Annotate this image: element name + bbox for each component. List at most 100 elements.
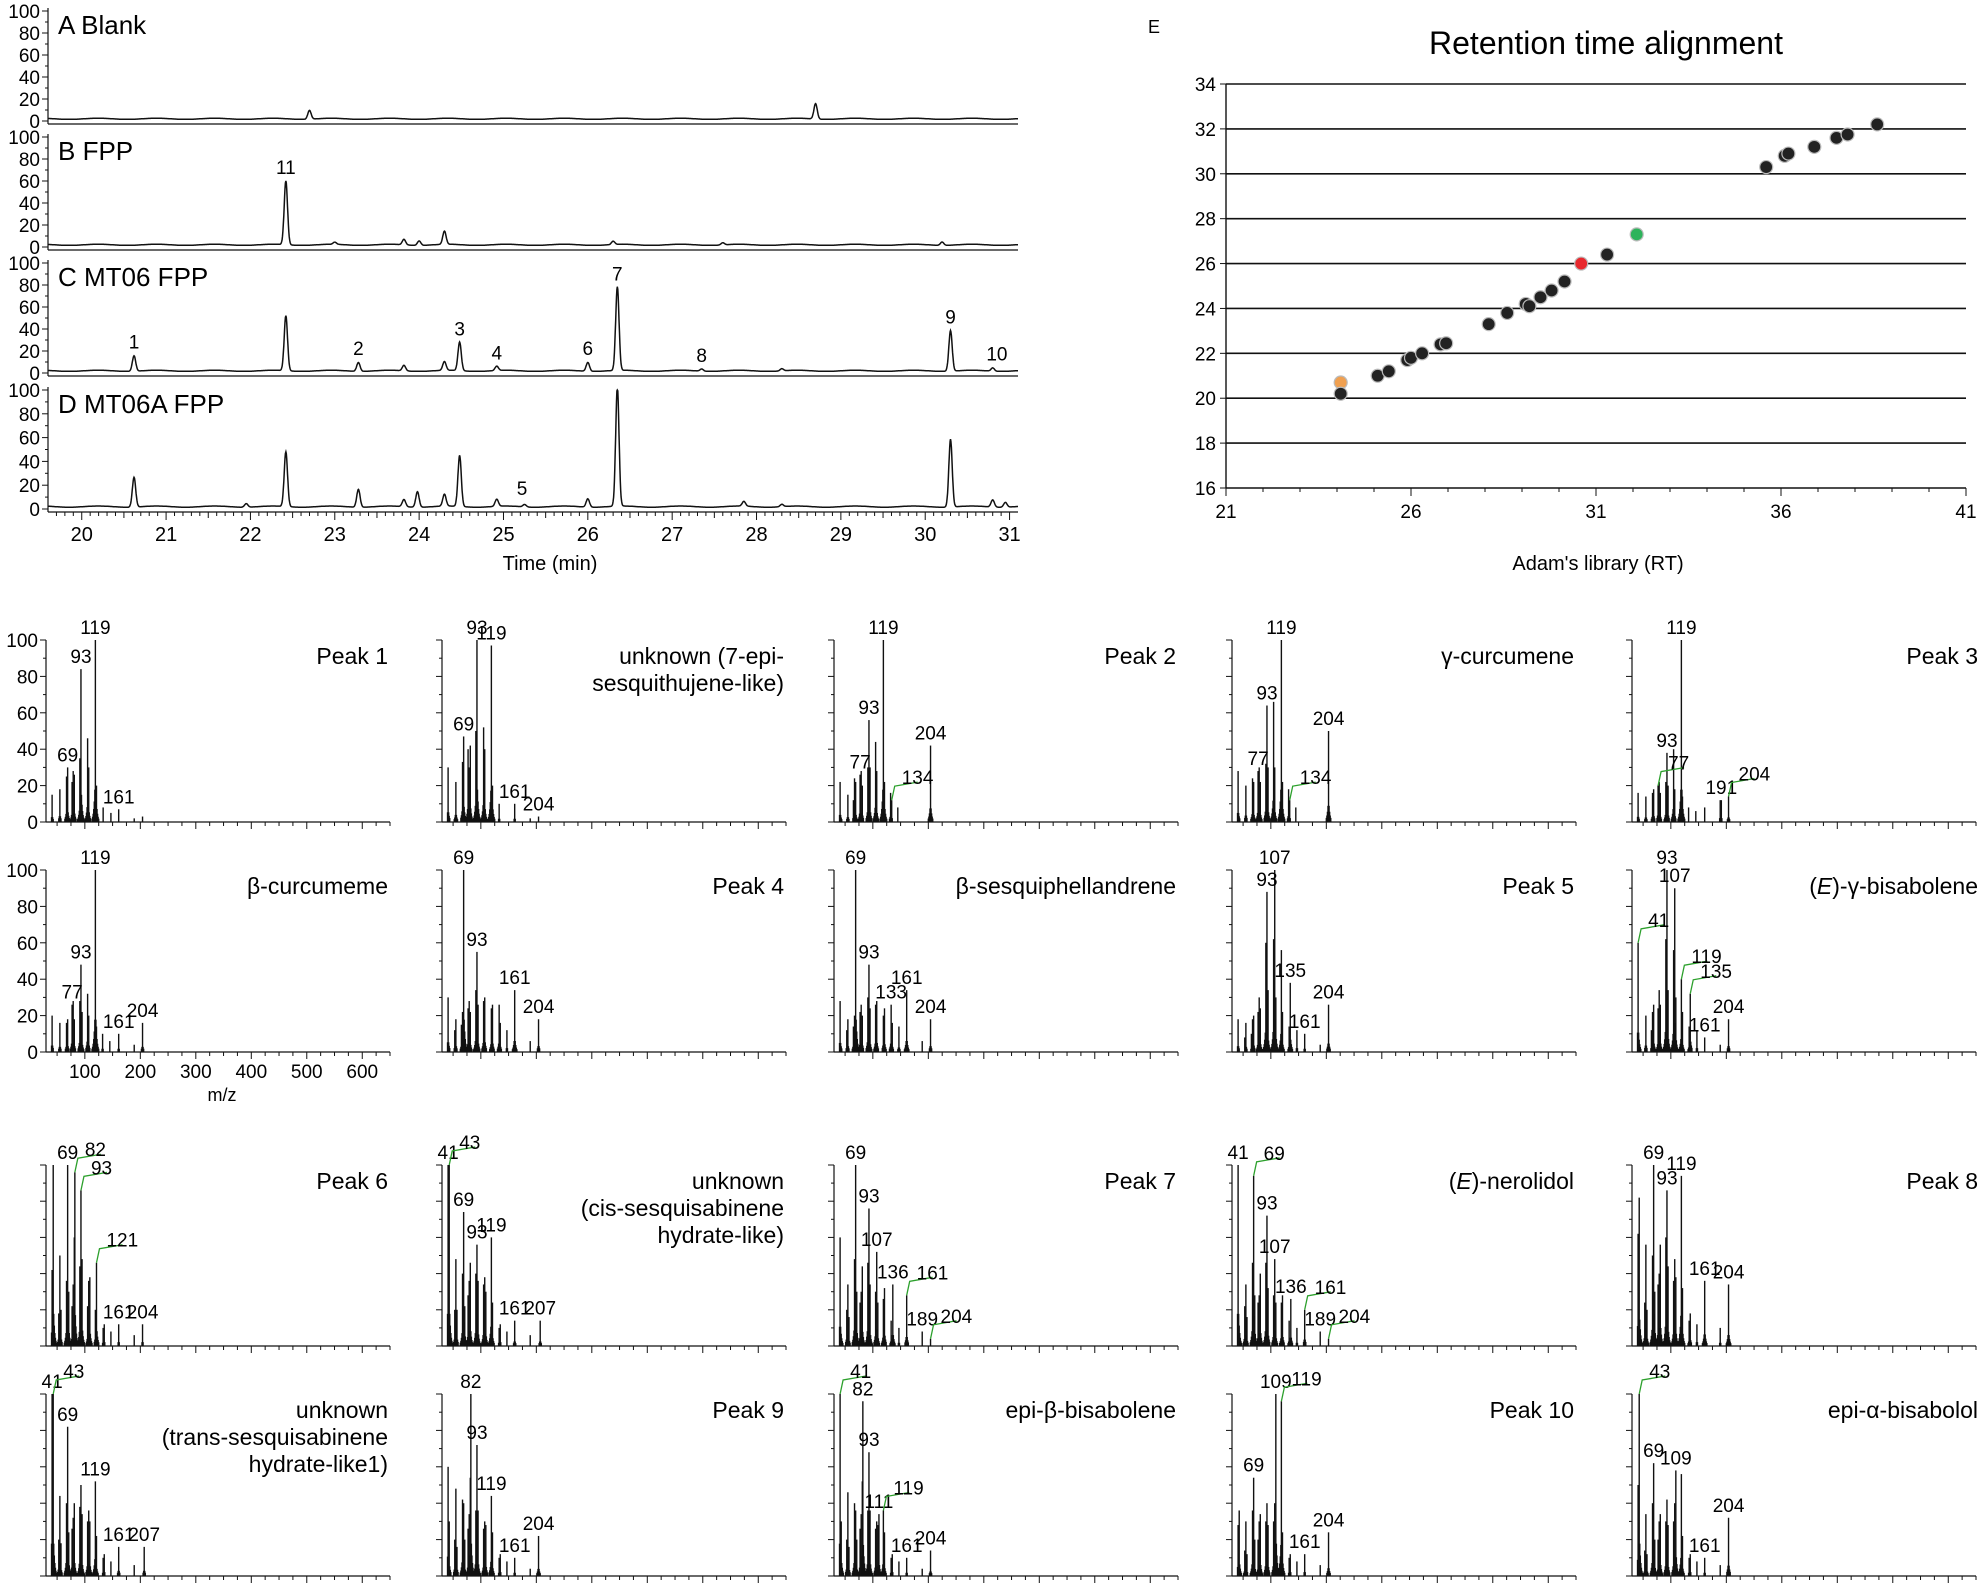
y-tick-label: 16 — [1195, 479, 1216, 500]
y-tick-label: 18 — [1195, 434, 1216, 455]
label-leader — [74, 1153, 101, 1173]
peak-mz-label: 69 — [57, 745, 78, 766]
y-tick-label: 20 — [19, 216, 40, 237]
spectrum-title: Peak 8 — [1906, 1168, 1978, 1194]
y-tick-label: 0 — [29, 364, 40, 385]
label-leader — [448, 1146, 476, 1166]
peak-number: 10 — [986, 345, 1007, 366]
label-leader — [52, 1375, 80, 1395]
data-point — [1533, 290, 1548, 305]
peak-number: 5 — [517, 479, 528, 500]
peak-mz-label: 161 — [103, 1525, 135, 1546]
y-tick-label: 20 — [17, 777, 38, 798]
spectrum-title: Peak 5 — [1502, 873, 1574, 899]
y-tick-label: 100 — [8, 128, 40, 149]
peak-mz-label: 161 — [891, 1536, 923, 1557]
scatter-x-axis-label: Adam's library (RT) — [1512, 553, 1683, 575]
label-leader — [1680, 960, 1708, 980]
peak-mz-label: 161 — [103, 1302, 135, 1323]
peak-mz-label: 82 — [85, 1140, 106, 1161]
mass-spectrum-x-axis-label: m/z — [208, 1085, 237, 1105]
peak-mz-label: 161 — [103, 787, 135, 808]
y-tick-label: 0 — [27, 813, 38, 834]
x-tick-label: 21 — [1215, 502, 1236, 523]
peak-mz-label: 93 — [466, 1223, 487, 1244]
y-tick-label: 20 — [19, 342, 40, 363]
peak-mz-label: 204 — [1313, 709, 1345, 730]
x-tick-label: 400 — [235, 1062, 267, 1083]
peak-mz-label: 93 — [1656, 731, 1677, 752]
peak-mz-label: 161 — [103, 1012, 135, 1033]
y-tick-label: 60 — [19, 172, 40, 193]
y-tick-label: 0 — [29, 112, 40, 133]
y-tick-label: 80 — [19, 405, 40, 426]
x-tick-label: 500 — [291, 1062, 323, 1083]
x-tick-label: 31 — [1585, 502, 1606, 523]
label-leader — [1304, 1291, 1331, 1310]
data-point — [1522, 299, 1537, 314]
peak-mz-label: 107 — [1259, 1237, 1291, 1258]
peak-mz-label: 93 — [858, 1186, 879, 1207]
peak-mz-label: 119 — [1666, 618, 1696, 639]
peak-number: 11 — [276, 158, 296, 179]
data-point — [1781, 146, 1796, 161]
peak-mz-label: 69 — [845, 848, 866, 869]
peak-mz-label: 109 — [1660, 1448, 1692, 1469]
data-point — [1840, 127, 1855, 142]
y-tick-label: 40 — [19, 68, 40, 89]
peak-mz-label: 93 — [858, 698, 879, 719]
label-leader — [882, 1491, 910, 1511]
peak-mz-label: 207 — [524, 1299, 556, 1320]
mass-spectrum: 69 93 107 136 161 189 204 Peak 7 — [828, 1143, 1179, 1353]
data-point — [1544, 283, 1559, 298]
y-tick-label: 0 — [27, 1043, 38, 1064]
peak-mz-label: 93 — [1656, 1168, 1677, 1189]
peak-mz-label: 41 — [1228, 1143, 1249, 1164]
peak-mz-label: 107 — [1659, 866, 1691, 887]
peak-mz-label: 41 — [850, 1362, 871, 1383]
x-tick-label: 26 — [577, 524, 599, 546]
peak-mz-label: 107 — [861, 1230, 893, 1251]
peak-mz-label: 119 — [476, 1474, 506, 1495]
peak-mz-label: 134 — [902, 768, 934, 789]
label-leader — [839, 1375, 867, 1395]
peak-mz-label: 82 — [852, 1379, 873, 1400]
peak-mz-label: 69 — [845, 1143, 866, 1164]
peak-mz-label: 93 — [91, 1158, 112, 1179]
title-italic: E — [1817, 873, 1833, 899]
y-tick-label: 100 — [8, 254, 40, 275]
y-tick-label: 100 — [6, 861, 38, 882]
peak-number: 4 — [491, 344, 502, 365]
y-tick-label: 32 — [1195, 120, 1216, 141]
peak-mz-label: 77 — [1668, 754, 1689, 775]
y-tick-label: 60 — [19, 298, 40, 319]
peak-mz-label: 119 — [80, 848, 110, 869]
peak-mz-label: 204 — [1313, 983, 1345, 1004]
panel-label-e: E — [1148, 17, 1160, 37]
peak-mz-label: 207 — [128, 1525, 160, 1546]
peak-mz-label: 69 — [453, 1190, 474, 1211]
peak-mz-label: 161 — [917, 1263, 949, 1284]
y-tick-label: 80 — [19, 150, 40, 171]
y-tick-label: 30 — [1195, 165, 1216, 186]
label-leader — [906, 1276, 933, 1296]
peak-mz-label: 161 — [891, 968, 923, 989]
peak-mz-label: 161 — [499, 1536, 531, 1557]
title-part: ( — [1809, 873, 1817, 899]
peak-mz-label: 82 — [460, 1372, 481, 1393]
y-tick-label: 20 — [19, 90, 40, 111]
label-leader — [1637, 924, 1665, 943]
y-tick-label: 34 — [1195, 75, 1217, 96]
peak-mz-label: 204 — [915, 1529, 947, 1550]
peak-mz-label: 189 — [1304, 1310, 1336, 1331]
y-tick-label: 20 — [17, 1007, 38, 1028]
data-point — [1574, 256, 1589, 271]
spectrum-title: Peak 10 — [1490, 1397, 1574, 1423]
